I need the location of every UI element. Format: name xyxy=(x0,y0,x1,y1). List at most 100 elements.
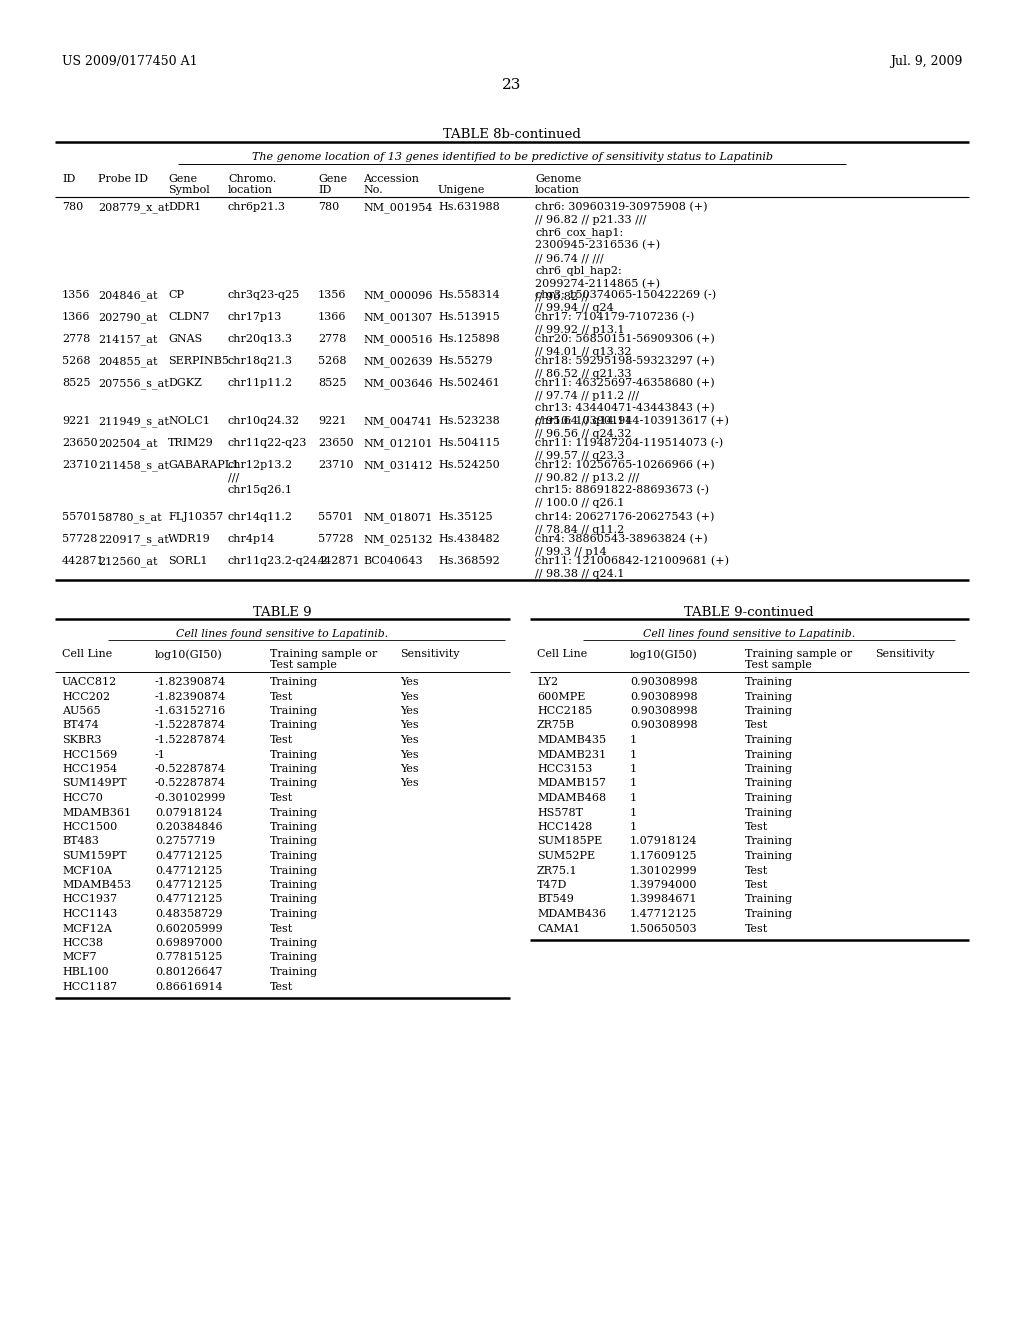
Text: Training: Training xyxy=(270,822,318,832)
Text: Training: Training xyxy=(270,837,318,846)
Text: Test sample: Test sample xyxy=(745,660,812,671)
Text: 1: 1 xyxy=(630,764,637,774)
Text: 57728: 57728 xyxy=(62,535,97,544)
Text: 0.77815125: 0.77815125 xyxy=(155,953,222,962)
Text: 0.90308998: 0.90308998 xyxy=(630,706,697,715)
Text: Training: Training xyxy=(270,895,318,904)
Text: HCC3153: HCC3153 xyxy=(537,764,592,774)
Text: 204846_at: 204846_at xyxy=(98,290,158,301)
Text: Training: Training xyxy=(270,706,318,715)
Text: Training: Training xyxy=(745,837,794,846)
Text: CLDN7: CLDN7 xyxy=(168,312,210,322)
Text: Yes: Yes xyxy=(400,677,419,686)
Text: chr6: 30960319-30975908 (+)
// 96.82 // p21.33 ///
chr6_cox_hap1:
2300945-231653: chr6: 30960319-30975908 (+) // 96.82 // … xyxy=(535,202,708,301)
Text: chr12: 10256765-10266966 (+)
// 90.82 // p13.2 ///
chr15: 88691822-88693673 (-)
: chr12: 10256765-10266966 (+) // 90.82 //… xyxy=(535,459,715,508)
Text: MDAMB231: MDAMB231 xyxy=(537,750,606,759)
Text: LY2: LY2 xyxy=(537,677,558,686)
Text: 1: 1 xyxy=(630,793,637,803)
Text: Test sample: Test sample xyxy=(270,660,337,671)
Text: HCC1937: HCC1937 xyxy=(62,895,117,904)
Text: MCF12A: MCF12A xyxy=(62,924,112,933)
Text: chr11q22-q23: chr11q22-q23 xyxy=(228,438,307,447)
Text: HS578T: HS578T xyxy=(537,808,583,817)
Text: ID: ID xyxy=(62,174,76,183)
Text: NM_001954: NM_001954 xyxy=(362,202,432,213)
Text: NM_000096: NM_000096 xyxy=(362,290,432,301)
Text: Training: Training xyxy=(745,808,794,817)
Text: chr4p14: chr4p14 xyxy=(228,535,275,544)
Text: Training: Training xyxy=(270,851,318,861)
Text: Yes: Yes xyxy=(400,721,419,730)
Text: Yes: Yes xyxy=(400,692,419,701)
Text: -1.82390874: -1.82390874 xyxy=(155,677,226,686)
Text: DGKZ: DGKZ xyxy=(168,378,202,388)
Text: CAMA1: CAMA1 xyxy=(537,924,580,933)
Text: Chromo.: Chromo. xyxy=(228,174,276,183)
Text: -0.30102999: -0.30102999 xyxy=(155,793,226,803)
Text: chr4: 38860543-38963824 (+)
// 99.3 // p14: chr4: 38860543-38963824 (+) // 99.3 // p… xyxy=(535,535,708,557)
Text: TRIM29: TRIM29 xyxy=(168,438,214,447)
Text: log10(GI50): log10(GI50) xyxy=(155,649,223,660)
Text: chr10q24.32: chr10q24.32 xyxy=(228,416,300,426)
Text: 23650: 23650 xyxy=(318,438,353,447)
Text: Test: Test xyxy=(745,721,768,730)
Text: Training: Training xyxy=(745,793,794,803)
Text: Hs.35125: Hs.35125 xyxy=(438,512,493,521)
Text: chr11: 46325697-46358680 (+)
// 97.74 // p11.2 ///
chr13: 43440471-43443843 (+)
: chr11: 46325697-46358680 (+) // 97.74 //… xyxy=(535,378,715,426)
Text: Cell lines found sensitive to Lapatinib.: Cell lines found sensitive to Lapatinib. xyxy=(176,630,388,639)
Text: HCC202: HCC202 xyxy=(62,692,111,701)
Text: HCC1187: HCC1187 xyxy=(62,982,117,991)
Text: 211458_s_at: 211458_s_at xyxy=(98,459,169,471)
Text: 0.2757719: 0.2757719 xyxy=(155,837,215,846)
Text: ID: ID xyxy=(318,185,332,195)
Text: -1.52287874: -1.52287874 xyxy=(155,721,226,730)
Text: 1.47712125: 1.47712125 xyxy=(630,909,697,919)
Text: -0.52287874: -0.52287874 xyxy=(155,779,226,788)
Text: Jul. 9, 2009: Jul. 9, 2009 xyxy=(890,55,962,69)
Text: 0.60205999: 0.60205999 xyxy=(155,924,222,933)
Text: 442871: 442871 xyxy=(318,556,360,566)
Text: 1.50650503: 1.50650503 xyxy=(630,924,697,933)
Text: 1.39794000: 1.39794000 xyxy=(630,880,697,890)
Text: 1356: 1356 xyxy=(62,290,90,300)
Text: Test: Test xyxy=(745,924,768,933)
Text: 23: 23 xyxy=(503,78,521,92)
Text: Test: Test xyxy=(745,866,768,875)
Text: 0.20384846: 0.20384846 xyxy=(155,822,222,832)
Text: location: location xyxy=(228,185,273,195)
Text: 1.30102999: 1.30102999 xyxy=(630,866,697,875)
Text: MDAMB157: MDAMB157 xyxy=(537,779,606,788)
Text: Sensitivity: Sensitivity xyxy=(874,649,935,659)
Text: 0.48358729: 0.48358729 xyxy=(155,909,222,919)
Text: NM_025132: NM_025132 xyxy=(362,535,432,545)
Text: HCC38: HCC38 xyxy=(62,939,103,948)
Text: Sensitivity: Sensitivity xyxy=(400,649,460,659)
Text: Training: Training xyxy=(745,677,794,686)
Text: ZR75B: ZR75B xyxy=(537,721,575,730)
Text: Yes: Yes xyxy=(400,706,419,715)
Text: MDAMB453: MDAMB453 xyxy=(62,880,131,890)
Text: 0.80126647: 0.80126647 xyxy=(155,968,222,977)
Text: Cell lines found sensitive to Lapatinib.: Cell lines found sensitive to Lapatinib. xyxy=(643,630,855,639)
Text: SUM149PT: SUM149PT xyxy=(62,779,127,788)
Text: BC040643: BC040643 xyxy=(362,556,423,566)
Text: MDAMB436: MDAMB436 xyxy=(537,909,606,919)
Text: Training: Training xyxy=(270,866,318,875)
Text: Test: Test xyxy=(270,924,293,933)
Text: chr11: 119487204-119514073 (-)
// 99.57 // q23.3: chr11: 119487204-119514073 (-) // 99.57 … xyxy=(535,438,723,461)
Text: 1.39984671: 1.39984671 xyxy=(630,895,697,904)
Text: chr11q23.2-q24.2: chr11q23.2-q24.2 xyxy=(228,556,329,566)
Text: 0.69897000: 0.69897000 xyxy=(155,939,222,948)
Text: 214157_at: 214157_at xyxy=(98,334,158,345)
Text: 207556_s_at: 207556_s_at xyxy=(98,378,169,388)
Text: Hs.55279: Hs.55279 xyxy=(438,356,493,366)
Text: Training: Training xyxy=(270,750,318,759)
Text: NM_031412: NM_031412 xyxy=(362,459,432,471)
Text: chr18q21.3: chr18q21.3 xyxy=(228,356,293,366)
Text: 0.47712125: 0.47712125 xyxy=(155,895,222,904)
Text: 1.07918124: 1.07918124 xyxy=(630,837,697,846)
Text: 1: 1 xyxy=(630,779,637,788)
Text: GABARAPL1: GABARAPL1 xyxy=(168,459,240,470)
Text: 0.86616914: 0.86616914 xyxy=(155,982,222,991)
Text: 55701: 55701 xyxy=(318,512,353,521)
